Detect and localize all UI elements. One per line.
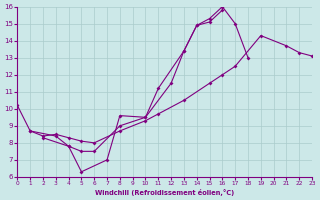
X-axis label: Windchill (Refroidissement éolien,°C): Windchill (Refroidissement éolien,°C) [95,189,234,196]
